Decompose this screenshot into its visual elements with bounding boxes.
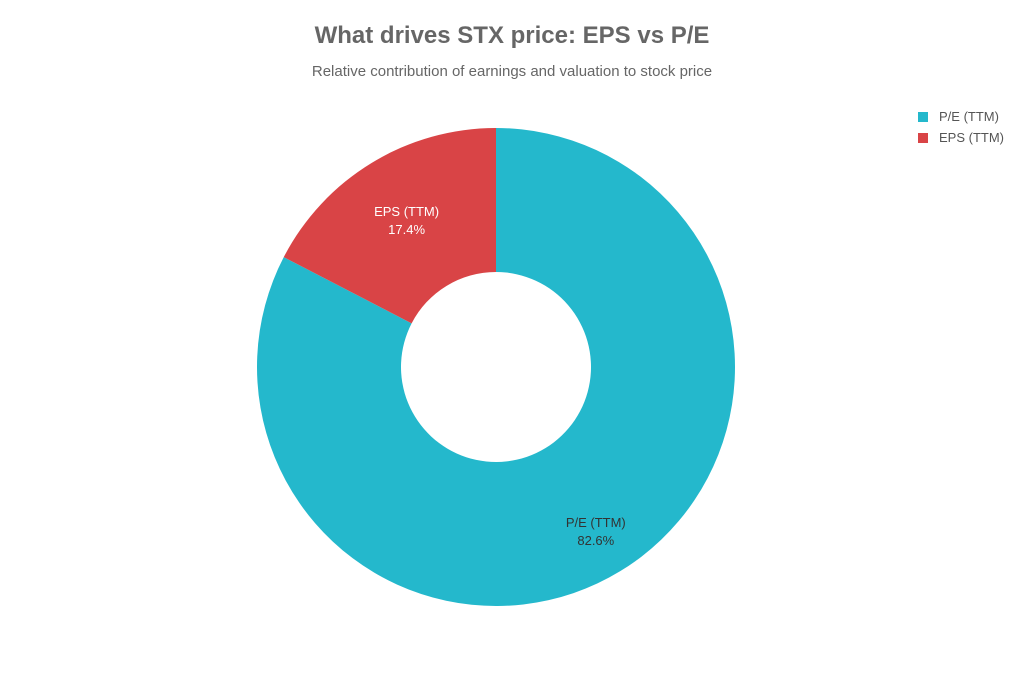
chart-title: What drives STX price: EPS vs P/E xyxy=(314,22,710,49)
legend-label-eps: EPS (TTM) xyxy=(939,130,1004,145)
legend-swatch-eps xyxy=(918,132,928,143)
legend-item-pe[interactable]: P/E (TTM) xyxy=(918,106,1004,127)
slice-labels: P/E (TTM) 82.6% EPS (TTM) 17.4% xyxy=(374,204,626,548)
legend-swatch-pe xyxy=(918,111,928,122)
donut-slices xyxy=(257,128,736,607)
slice-label-value-pe: 82.6% xyxy=(577,533,614,548)
legend-label-pe: P/E (TTM) xyxy=(939,109,999,124)
donut-slice-eps[interactable] xyxy=(283,128,496,324)
chart-subtitle: Relative contribution of earnings and va… xyxy=(311,63,713,80)
slice-label-name-eps: EPS (TTM) xyxy=(374,204,439,219)
slice-label-name-pe: P/E (TTM) xyxy=(566,515,626,530)
slice-label-value-eps: 17.4% xyxy=(388,222,425,237)
legend-item-eps[interactable]: EPS (TTM) xyxy=(918,127,1004,148)
donut-slice-pe[interactable] xyxy=(257,128,736,607)
chart-legend: P/E (TTM) EPS (TTM) xyxy=(918,106,1004,148)
